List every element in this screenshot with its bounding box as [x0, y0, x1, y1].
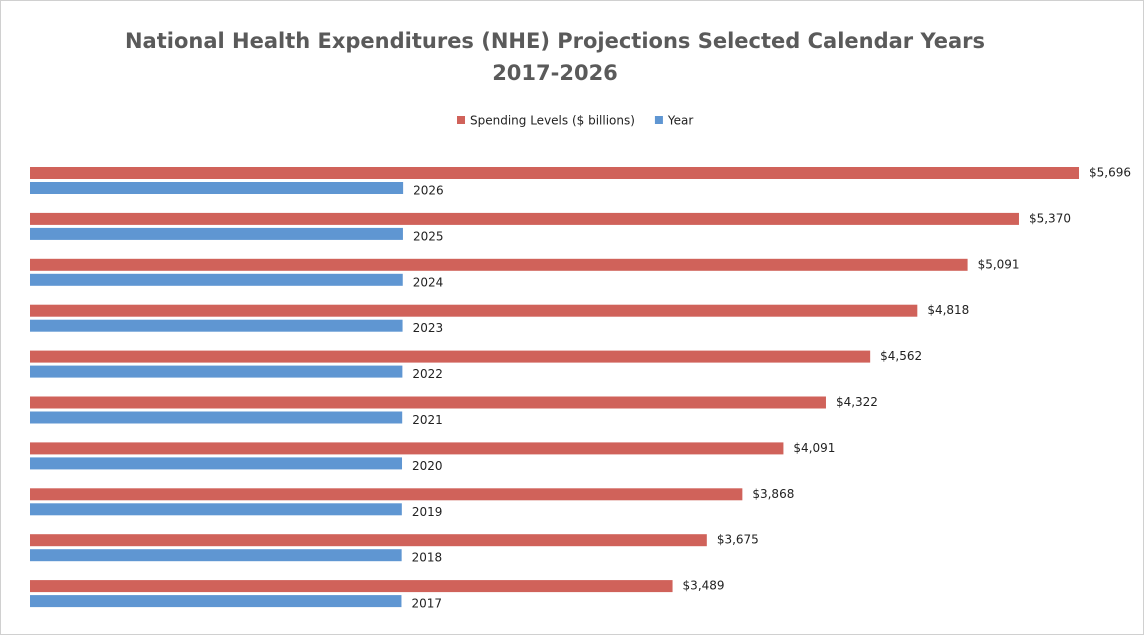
- data-label: 2023: [413, 321, 444, 335]
- data-label: 2022: [412, 367, 443, 381]
- data-label: $4,091: [793, 441, 835, 455]
- data-label: 2017: [411, 597, 442, 611]
- data-label: $5,370: [1029, 211, 1071, 225]
- bar: [30, 258, 968, 271]
- bar: [30, 595, 402, 608]
- bar: [30, 411, 403, 424]
- bar: [30, 227, 403, 240]
- legend-label: Year: [667, 114, 693, 128]
- legend-swatch: [457, 116, 465, 124]
- legend-label: Spending Levels ($ billions): [470, 114, 635, 128]
- bar: [30, 319, 403, 332]
- data-label: $5,091: [978, 257, 1020, 271]
- chart-title: 2017-2026: [492, 61, 618, 85]
- data-label: 2021: [412, 413, 443, 427]
- bar: [30, 488, 743, 501]
- bar: [30, 365, 403, 378]
- bar: [30, 396, 826, 409]
- data-label: 2018: [412, 551, 443, 565]
- bar: [30, 167, 1080, 179]
- data-label: $3,675: [717, 533, 759, 547]
- data-label: 2025: [413, 229, 444, 243]
- bar: [30, 304, 918, 317]
- data-label: 2019: [412, 505, 443, 519]
- data-label: $4,322: [836, 395, 878, 409]
- bar: [30, 273, 403, 286]
- bar: [30, 442, 784, 455]
- data-label: $3,868: [752, 487, 794, 501]
- bar: [30, 212, 1019, 225]
- bar: [30, 182, 404, 194]
- chart-title: National Health Expenditures (NHE) Proje…: [125, 29, 985, 53]
- bar: [30, 534, 707, 547]
- data-label: $3,489: [683, 579, 725, 593]
- data-label: $5,696: [1089, 166, 1131, 180]
- bar: [30, 457, 403, 470]
- bar: [30, 549, 402, 562]
- data-label: 2026: [413, 184, 444, 198]
- data-label: $4,818: [927, 303, 969, 317]
- data-label: 2020: [412, 459, 443, 473]
- bar: [30, 580, 673, 593]
- data-label: $4,562: [880, 349, 922, 363]
- bar: [30, 503, 402, 516]
- bar: [30, 350, 871, 363]
- data-label: 2024: [413, 275, 444, 289]
- legend-swatch: [654, 116, 663, 124]
